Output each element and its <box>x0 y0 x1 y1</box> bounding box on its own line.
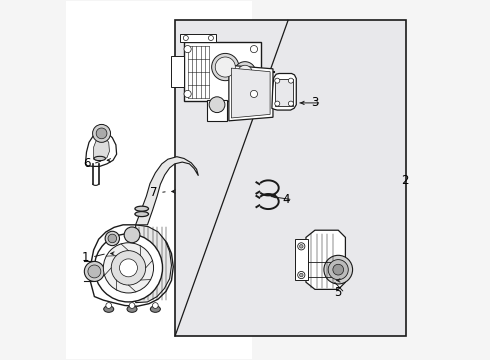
Polygon shape <box>272 73 296 110</box>
Bar <box>295 239 308 280</box>
Circle shape <box>105 231 120 246</box>
Circle shape <box>111 251 146 285</box>
Circle shape <box>209 97 225 113</box>
Circle shape <box>208 36 214 41</box>
Polygon shape <box>136 157 198 225</box>
Polygon shape <box>94 138 109 160</box>
Circle shape <box>250 45 258 53</box>
Circle shape <box>333 264 343 275</box>
Bar <box>184 42 261 101</box>
Circle shape <box>299 273 303 277</box>
Circle shape <box>183 36 188 41</box>
Polygon shape <box>90 225 173 306</box>
Bar <box>66 1 252 359</box>
Polygon shape <box>172 56 184 87</box>
Circle shape <box>88 265 101 278</box>
Circle shape <box>93 125 111 142</box>
Ellipse shape <box>135 212 148 217</box>
Circle shape <box>120 259 137 277</box>
Ellipse shape <box>150 306 160 312</box>
Ellipse shape <box>127 306 137 312</box>
Text: 5: 5 <box>335 287 342 300</box>
Circle shape <box>184 45 191 53</box>
Bar <box>180 34 216 42</box>
Circle shape <box>106 303 112 309</box>
Circle shape <box>124 227 140 243</box>
Text: 1: 1 <box>82 251 89 264</box>
Text: 2: 2 <box>401 174 408 186</box>
Circle shape <box>215 57 235 77</box>
Circle shape <box>129 303 135 309</box>
Ellipse shape <box>94 156 105 161</box>
Circle shape <box>103 243 153 293</box>
Polygon shape <box>229 65 273 121</box>
Bar <box>207 100 227 121</box>
Circle shape <box>234 62 256 83</box>
Polygon shape <box>136 225 172 303</box>
Circle shape <box>324 255 353 284</box>
Circle shape <box>275 78 280 83</box>
Text: 4: 4 <box>283 193 290 206</box>
Text: 6: 6 <box>83 157 90 170</box>
Text: 7: 7 <box>150 186 157 199</box>
Polygon shape <box>275 78 293 106</box>
Circle shape <box>184 90 191 98</box>
Circle shape <box>289 78 294 83</box>
Circle shape <box>96 128 107 139</box>
Circle shape <box>95 234 163 302</box>
Circle shape <box>289 101 294 106</box>
Polygon shape <box>306 230 345 289</box>
Circle shape <box>250 90 258 98</box>
Circle shape <box>299 244 303 248</box>
Circle shape <box>152 303 158 309</box>
Circle shape <box>84 261 104 282</box>
Ellipse shape <box>104 306 114 312</box>
Circle shape <box>238 65 252 80</box>
Circle shape <box>298 271 305 279</box>
Polygon shape <box>85 132 117 166</box>
Circle shape <box>108 234 117 243</box>
Circle shape <box>298 243 305 250</box>
Bar <box>175 21 406 336</box>
Polygon shape <box>231 68 270 118</box>
Circle shape <box>275 101 280 106</box>
Circle shape <box>328 260 348 280</box>
Ellipse shape <box>135 206 148 211</box>
Circle shape <box>212 53 239 81</box>
Text: 3: 3 <box>311 96 318 109</box>
